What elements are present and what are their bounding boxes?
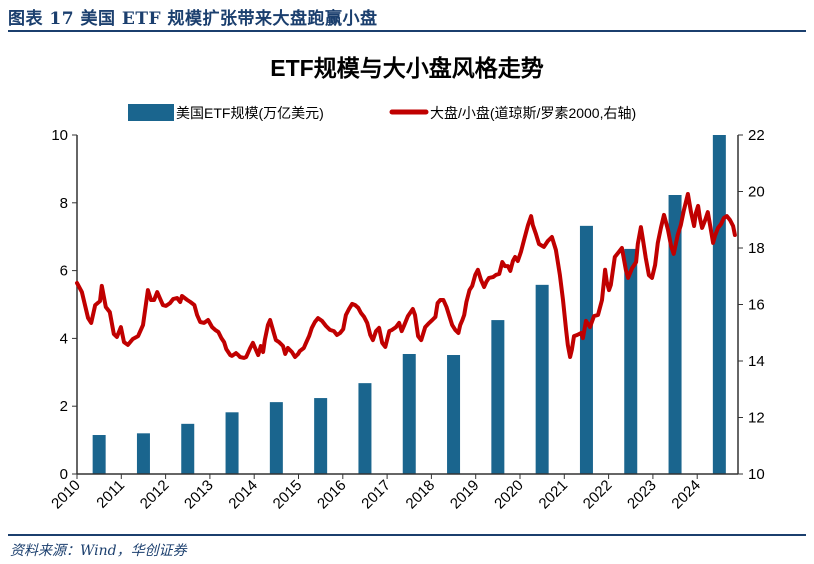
y-left-tick-label: 10 xyxy=(51,127,68,144)
bar-2010 xyxy=(92,435,106,474)
x-tick-label: 2017 xyxy=(358,477,394,513)
bar-2018 xyxy=(447,355,461,474)
chart: ETF规模与大小盘风格走势 美国ETF规模(万亿美元) 大盘/小盘(道琼斯/罗素… xyxy=(48,55,765,513)
y-left-tick-label: 4 xyxy=(60,330,68,347)
legend: 美国ETF规模(万亿美元) 大盘/小盘(道琼斯/罗素2000,右轴) xyxy=(128,104,636,121)
bottom-divider xyxy=(8,534,806,536)
line-series-large-small-ratio xyxy=(75,192,737,360)
y-right-tick-label: 22 xyxy=(748,127,765,144)
x-tick-label: 2022 xyxy=(580,477,616,513)
x-tick-label: 2016 xyxy=(314,477,350,513)
x-tick-label: 2020 xyxy=(491,477,527,513)
x-tick-label: 2014 xyxy=(225,477,261,513)
bar-2019 xyxy=(491,320,505,474)
bar-2021 xyxy=(579,225,593,474)
bar-2016 xyxy=(358,383,372,474)
bar-2023 xyxy=(668,195,682,475)
legend-line-label: 大盘/小盘(道琼斯/罗素2000,右轴) xyxy=(430,105,636,121)
top-divider xyxy=(8,30,806,32)
y-left-tick-label: 8 xyxy=(60,195,68,212)
y-left-tick-label: 0 xyxy=(60,466,68,483)
legend-bar-label: 美国ETF规模(万亿美元) xyxy=(176,105,324,121)
y-right-tick-label: 14 xyxy=(748,353,765,370)
source-note: 资料来源：Wind，华创证券 xyxy=(10,543,187,559)
y-right-tick-label: 16 xyxy=(748,297,765,314)
y-right-tick-label: 18 xyxy=(748,240,765,257)
bar-2013 xyxy=(225,412,239,474)
x-tick-label: 2018 xyxy=(403,477,439,513)
y-left-tick-label: 2 xyxy=(60,398,68,415)
bar-2020 xyxy=(535,284,549,474)
x-tick-label: 2024 xyxy=(668,477,704,513)
figure-title: 图表 17 美国 ETF 规模扩张带来大盘跑赢小盘 xyxy=(8,9,378,29)
x-tick-label: 2019 xyxy=(447,477,483,513)
x-tick-label: 2013 xyxy=(181,477,217,513)
bar-2012 xyxy=(181,423,195,474)
bar-2015 xyxy=(314,398,328,474)
y-right-tick-label: 12 xyxy=(748,410,765,427)
y-right-tick-label: 20 xyxy=(748,184,765,201)
x-tick-label: 2010 xyxy=(48,477,84,513)
x-tick-label: 2011 xyxy=(93,477,128,512)
bar-2011 xyxy=(136,433,150,474)
bar-series xyxy=(92,135,726,475)
x-tick-label: 2021 xyxy=(536,477,572,513)
x-tick-label: 2023 xyxy=(624,477,660,513)
y-right-tick-label: 10 xyxy=(748,466,765,483)
bar-2024 xyxy=(712,135,726,474)
chart-title: ETF规模与大小盘风格走势 xyxy=(270,55,543,81)
legend-bar-swatch xyxy=(128,104,174,121)
x-tick-label: 2012 xyxy=(137,477,173,513)
bar-2014 xyxy=(269,402,283,474)
x-tick-label: 2015 xyxy=(270,477,306,513)
bar-2022 xyxy=(624,248,638,474)
y-left-tick-label: 6 xyxy=(60,263,68,280)
bar-2017 xyxy=(402,353,416,474)
